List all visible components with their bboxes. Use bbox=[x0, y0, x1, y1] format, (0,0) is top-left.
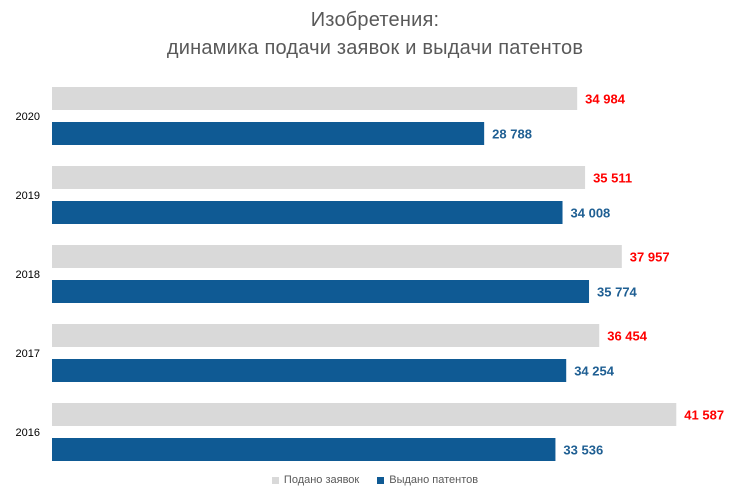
legend-label-patents: Выдано патентов bbox=[389, 474, 478, 486]
bar-applications-2020 bbox=[52, 87, 577, 110]
data-label-patents-2017: 34 254 bbox=[574, 364, 615, 379]
data-label-patents-2019: 34 008 bbox=[571, 206, 611, 221]
legend-label-applications: Подано заявок bbox=[284, 474, 359, 486]
category-label-2019: 2019 bbox=[16, 190, 40, 202]
bar-chart-plot: 2020 34 984 28 788 2019 35 511 34 008 2018 37 9… bbox=[0, 0, 750, 502]
bar-patents-2018 bbox=[52, 280, 589, 303]
bar-applications-2016 bbox=[52, 403, 676, 426]
legend-swatch-applications bbox=[272, 477, 279, 484]
bar-patents-2019 bbox=[52, 201, 563, 224]
legend-swatch-patents bbox=[377, 477, 384, 484]
category-label-2016: 2016 bbox=[16, 427, 40, 439]
category-label-2017: 2017 bbox=[16, 348, 40, 360]
bar-patents-2017 bbox=[52, 359, 566, 382]
data-label-patents-2018: 35 774 bbox=[597, 285, 638, 300]
chart: Изобретения: динамика подачи заявок и вы… bbox=[0, 0, 750, 502]
category-label-2018: 2018 bbox=[16, 269, 40, 281]
data-label-applications-2017: 36 454 bbox=[607, 329, 648, 344]
data-label-patents-2020: 28 788 bbox=[492, 127, 532, 142]
data-label-applications-2020: 34 984 bbox=[585, 92, 626, 107]
bar-patents-2016 bbox=[52, 438, 555, 461]
data-label-applications-2016: 41 587 bbox=[684, 408, 724, 423]
legend-item-applications: Подано заявок bbox=[272, 474, 359, 486]
bar-patents-2020 bbox=[52, 122, 484, 145]
data-label-applications-2018: 37 957 bbox=[630, 250, 670, 265]
bar-applications-2017 bbox=[52, 324, 599, 347]
bar-applications-2019 bbox=[52, 166, 585, 189]
data-label-patents-2016: 33 536 bbox=[563, 443, 603, 458]
legend-item-patents: Выдано патентов bbox=[377, 474, 478, 486]
data-label-applications-2019: 35 511 bbox=[593, 171, 632, 186]
legend: Подано заявок Выдано патентов bbox=[0, 474, 750, 486]
bar-applications-2018 bbox=[52, 245, 622, 268]
category-label-2020: 2020 bbox=[16, 111, 40, 123]
